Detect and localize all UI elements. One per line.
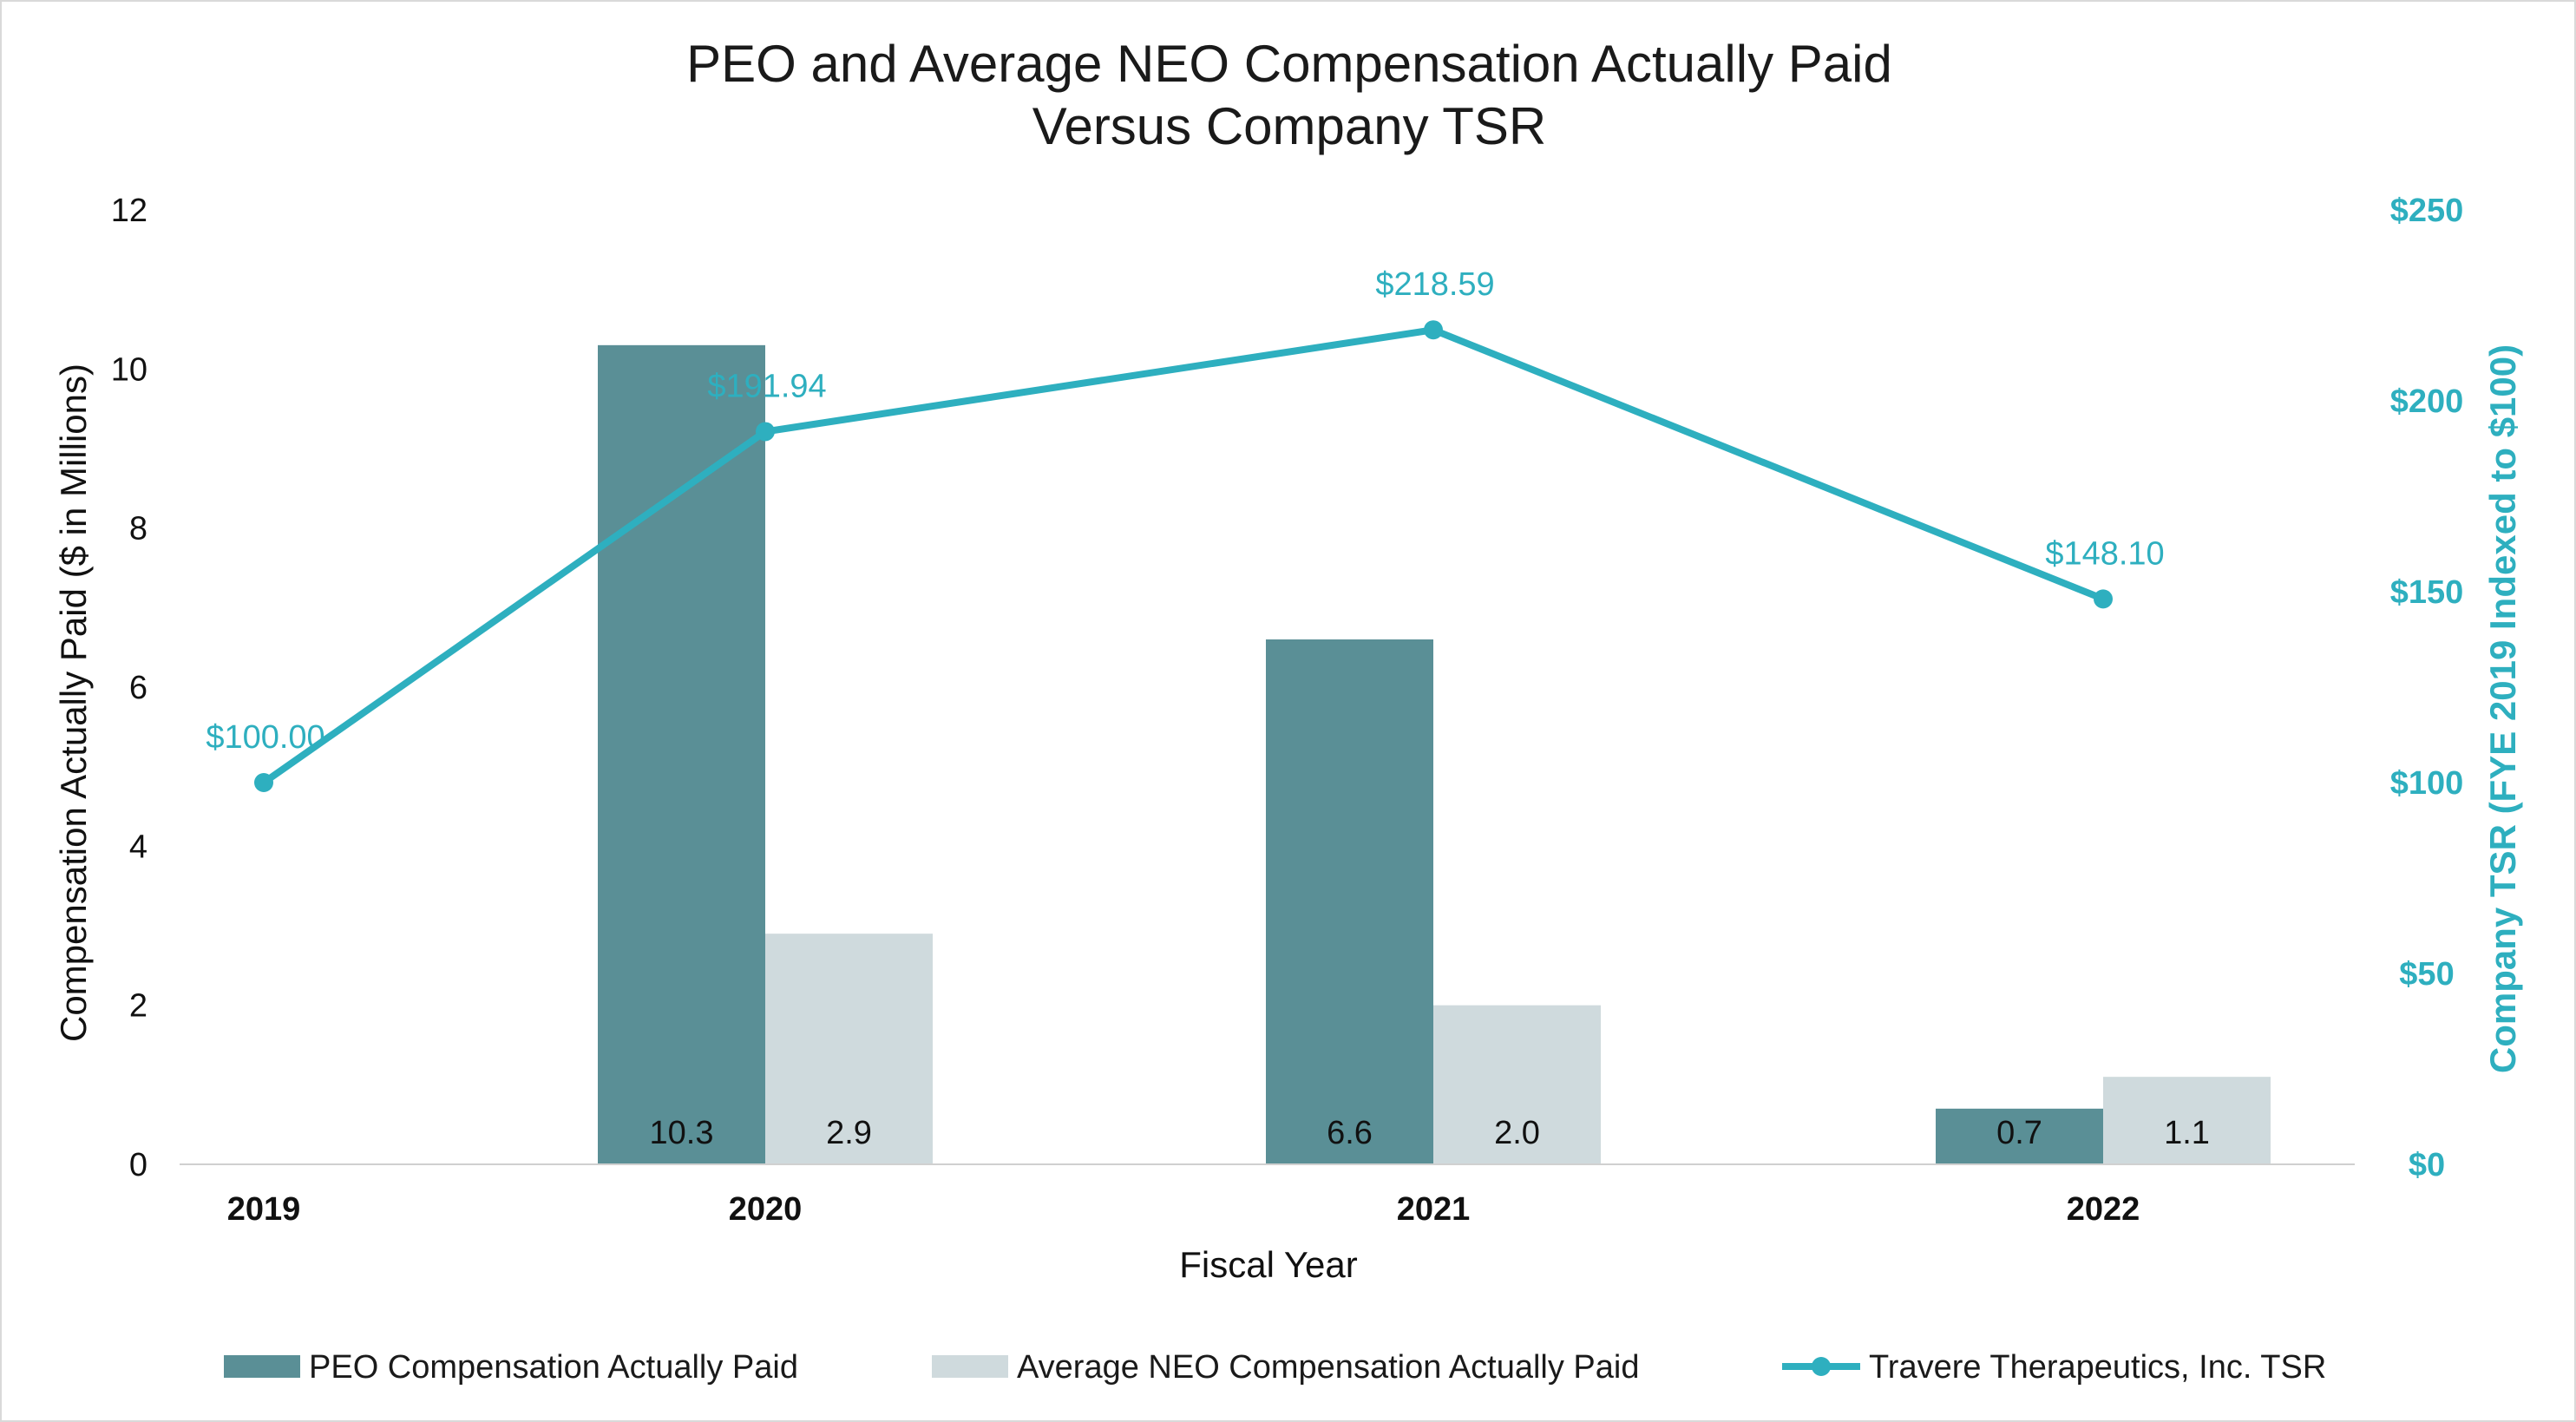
tsr-point-label: $191.94 (707, 368, 826, 404)
chart-title-line: Versus Company TSR (1032, 97, 1546, 155)
y2-axis-tick-label: $250 (2390, 193, 2464, 229)
tsr-point-label: $218.59 (1375, 266, 1494, 303)
legend-label-peo: PEO Compensation Actually Paid (309, 1349, 798, 1386)
chart-title-line: PEO and Average NEO Compensation Actuall… (686, 35, 1892, 93)
tsr-line (261, 326, 2105, 786)
bar-value-label: 0.7 (1996, 1115, 2042, 1151)
y2-axis-tick-label: $0 (2409, 1147, 2445, 1183)
y-axis-tick-label: 4 (129, 829, 147, 865)
y2-axis-tick-label: $150 (2390, 574, 2464, 611)
tsr-point-label: $100.00 (206, 719, 324, 756)
y-axis-tick-label: 0 (129, 1147, 147, 1183)
legend-label-tsr: Travere Therapeutics, Inc. TSR (1869, 1349, 2326, 1386)
bar-peo (1266, 639, 1433, 1164)
bar-peo (1936, 1108, 2103, 1164)
bar-peo (598, 344, 765, 1164)
x-axis-tick-label: 2021 (1397, 1191, 1471, 1228)
y2-axis-tick-label: $200 (2390, 383, 2464, 420)
y2-axis-tick-label: $100 (2390, 765, 2464, 802)
x-axis-tick-label: 2019 (227, 1191, 301, 1228)
legend-label-neo: Average NEO Compensation Actually Paid (1017, 1349, 1639, 1386)
legend-swatch-tsr-marker (1812, 1357, 1831, 1376)
tsr-point (2094, 589, 2113, 609)
bar-neo (765, 934, 933, 1164)
y2-axis-title: Company TSR (FYE 2019 Indexed to $100) (2482, 344, 2523, 1073)
x-axis-tick-label: 2020 (729, 1191, 803, 1228)
legend-swatch-peo (224, 1355, 300, 1378)
y-axis-tick-label: 2 (129, 988, 147, 1025)
bar-value-label: 2.9 (826, 1115, 872, 1151)
tsr-point (756, 422, 775, 442)
tsr-point-label: $148.10 (2045, 535, 2164, 572)
bar-value-label: 6.6 (1327, 1115, 1373, 1151)
bar-value-label: 10.3 (650, 1115, 714, 1151)
y-axis-tick-label: 8 (129, 511, 147, 547)
y-axis-tick-label: 10 (111, 351, 147, 388)
y2-axis-tick-label: $50 (2399, 956, 2454, 993)
x-axis-title: Fiscal Year (1179, 1244, 1357, 1285)
legend-swatch-neo (932, 1355, 1008, 1378)
bar-value-label: 1.1 (2164, 1115, 2210, 1151)
bar-neo (2103, 1077, 2271, 1164)
y-axis-title: Compensation Actually Paid ($ in Million… (53, 364, 94, 1042)
bar-value-label: 2.0 (1494, 1115, 1540, 1151)
y-axis-tick-label: 12 (111, 193, 147, 229)
bar-neo (1433, 1005, 1601, 1164)
tsr-point (1424, 320, 1443, 340)
y-axis-tick-label: 6 (129, 670, 147, 706)
tsr-point (254, 773, 273, 792)
x-axis-tick-label: 2022 (2067, 1191, 2140, 1228)
